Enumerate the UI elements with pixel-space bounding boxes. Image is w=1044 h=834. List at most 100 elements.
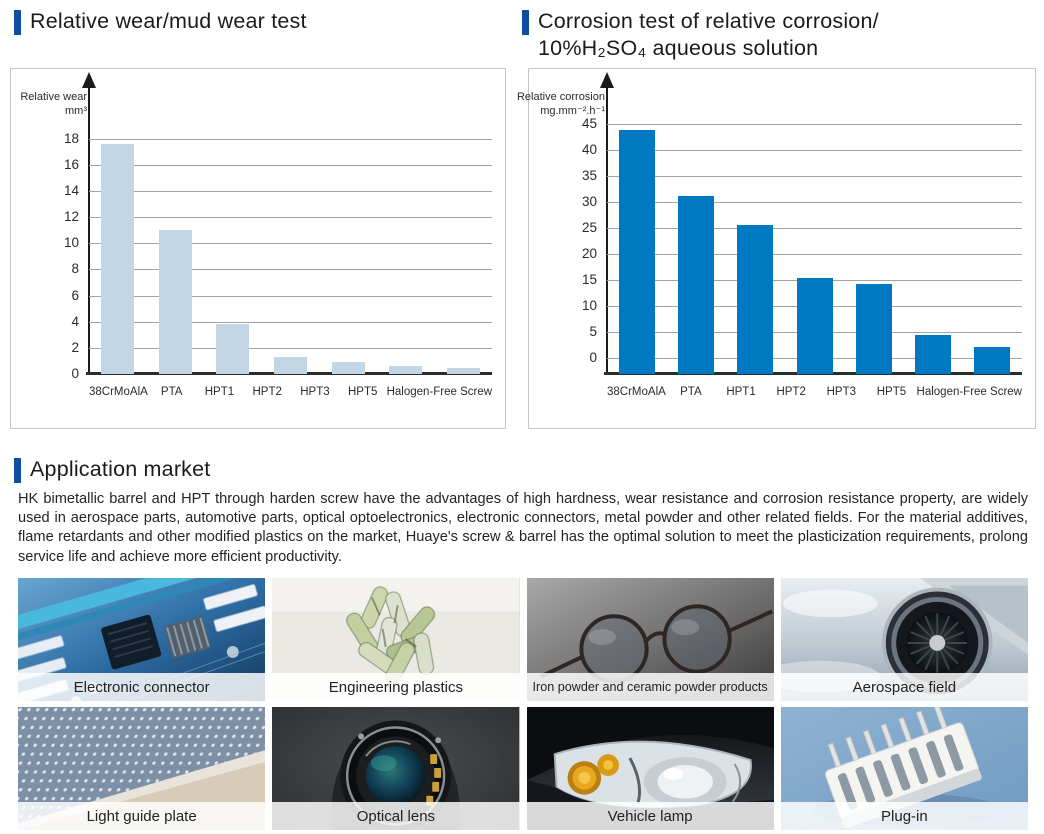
- title-marker-bar: [522, 10, 529, 35]
- tile-plug-in: Plug-in: [780, 707, 1028, 830]
- application-market-heading-text: Application market: [30, 457, 211, 481]
- y-axis-line: [88, 87, 90, 374]
- y-axis-title: Relative wear mm³: [0, 91, 87, 118]
- corrosion-title-line2: 10%H₂SO₄ aqueous solution: [538, 36, 819, 60]
- category-label: Halogen-Free Screw: [386, 386, 493, 398]
- y-tick-label: 10: [63, 235, 79, 251]
- bar-hpt2: [796, 278, 833, 374]
- wear-plot-area: [86, 119, 492, 375]
- gridline: [607, 202, 1022, 204]
- bar-halogen-free-screw: [974, 346, 1011, 374]
- category-slot: PTA: [666, 386, 716, 398]
- corrosion-chart-panel: Relative corrosion mg.mm⁻².h⁻¹ 38CrMoAlA…: [517, 68, 1036, 429]
- wear-chart-panel: Relative wear mm³ 38CrMoAlA PTA HPT1 HPT2 HP…: [10, 68, 506, 429]
- y-tick-label: 45: [581, 116, 597, 132]
- y-axis-line: [606, 87, 608, 374]
- y-tick-label: 16: [63, 156, 79, 172]
- category-slot: 38CrMoAlA: [607, 386, 666, 398]
- tile-caption: Engineering plastics: [272, 673, 520, 701]
- tile-caption: Aerospace field: [780, 673, 1028, 701]
- category-slot: HPT2: [243, 386, 291, 398]
- y-tick-label: 0: [71, 366, 79, 381]
- y-tick-label: 20: [581, 246, 597, 262]
- tile-caption: Light guide plate: [18, 802, 266, 830]
- category-label: PTA: [680, 386, 702, 398]
- y-tick-label: 0: [589, 350, 597, 366]
- y-axis-title: Relative corrosion mg.mm⁻².h⁻¹: [469, 91, 605, 118]
- bar-pta: [158, 230, 192, 374]
- tile-light-guide-plate: Light guide plate: [18, 707, 266, 830]
- y-axis-arrow-icon: [82, 72, 96, 88]
- category-slot: HPT3: [291, 386, 339, 398]
- corrosion-category-labels: 38CrMoAlA PTA HPT1 HPT2 HPT3 HPT5 Halogen-Free…: [607, 386, 1022, 398]
- gridline: [607, 176, 1022, 178]
- tile-caption: Optical lens: [272, 802, 520, 830]
- title-marker-bar: [14, 10, 21, 35]
- category-label: 38CrMoAlA: [607, 386, 666, 398]
- y-tick-label: 2: [71, 339, 79, 355]
- bar-hpt1: [216, 324, 250, 374]
- category-slot: 38CrMoAlA: [89, 386, 148, 398]
- category-label: HPT5: [347, 386, 378, 398]
- tile-caption: Vehicle lamp: [526, 802, 774, 830]
- tile-vehicle-lamp: Vehicle lamp: [526, 707, 774, 830]
- y-tick-label: 35: [581, 168, 597, 184]
- category-slot: HPT1: [716, 386, 766, 398]
- category-slot: PTA: [148, 386, 196, 398]
- y-tick-label: 40: [581, 142, 597, 158]
- application-description: HK bimetallic barrel and HPT through har…: [18, 491, 1028, 565]
- tile-iron-powder-products: Iron powder and ceramic powder products: [526, 578, 774, 701]
- y-tick-label: 25: [581, 220, 597, 236]
- y-axis-arrow-icon: [600, 72, 614, 88]
- tile-caption: Iron powder and ceramic powder products: [526, 673, 774, 701]
- gridline: [89, 164, 492, 166]
- gridline: [89, 190, 492, 192]
- category-label: HPT3: [826, 386, 856, 398]
- gridline: [607, 228, 1022, 230]
- gridline: [89, 347, 492, 349]
- tile-aerospace-field: Aerospace field: [780, 578, 1028, 701]
- wear-category-labels: 38CrMoAlA PTA HPT1 HPT2 HPT3 HPT5 Halogen-Free…: [89, 386, 492, 398]
- gridline: [89, 321, 492, 323]
- application-market-heading: Application market: [14, 456, 210, 483]
- title-marker-bar: [14, 458, 21, 483]
- gridline: [607, 150, 1022, 152]
- tile-optical-lens: Optical lens: [272, 707, 520, 830]
- bar-pta: [677, 196, 714, 374]
- bar-hpt3: [331, 362, 365, 374]
- gridline: [89, 243, 492, 245]
- gridline: [89, 295, 492, 297]
- category-slot: HPT1: [196, 386, 244, 398]
- y-tick-label: 4: [71, 313, 79, 329]
- corrosion-title-line1: Corrosion test of relative corrosion/: [538, 9, 879, 33]
- category-label: HPT1: [726, 386, 756, 398]
- y-tick-label: 14: [63, 182, 79, 198]
- category-slot: Halogen-Free Screw: [917, 386, 1022, 398]
- category-label: HPT1: [204, 386, 235, 398]
- y-tick-label: 18: [63, 130, 79, 146]
- bar-hpt5: [389, 365, 423, 374]
- tile-caption: Electronic connector: [18, 673, 266, 701]
- bar-hpt1: [737, 225, 774, 374]
- y-axis-title-unit: mm³: [65, 104, 87, 117]
- category-slot: HPT2: [766, 386, 816, 398]
- y-tick-label: 10: [581, 298, 597, 314]
- corrosion-chart-title: Corrosion test of relative corrosion/ 10…: [522, 8, 879, 62]
- tile-electronic-connector: Electronic connector: [18, 578, 266, 701]
- wear-chart-title-text: Relative wear/mud wear test: [30, 9, 307, 33]
- category-label: HPT2: [252, 386, 282, 398]
- category-label: HPT3: [300, 386, 330, 398]
- y-tick-label: 5: [589, 324, 597, 340]
- bar-38crmoala: [101, 143, 135, 374]
- category-slot: HPT5: [866, 386, 916, 398]
- y-tick-label: 8: [71, 261, 79, 277]
- category-label: PTA: [160, 386, 183, 398]
- category-slot: HPT3: [816, 386, 866, 398]
- y-tick-label: 12: [63, 209, 79, 225]
- gridline: [89, 269, 492, 271]
- gridline: [89, 138, 492, 140]
- category-label: 38CrMoAlA: [89, 386, 148, 398]
- corrosion-plot-area: [604, 119, 1022, 375]
- wear-chart-title: Relative wear/mud wear test: [14, 8, 307, 35]
- gridline: [89, 217, 492, 219]
